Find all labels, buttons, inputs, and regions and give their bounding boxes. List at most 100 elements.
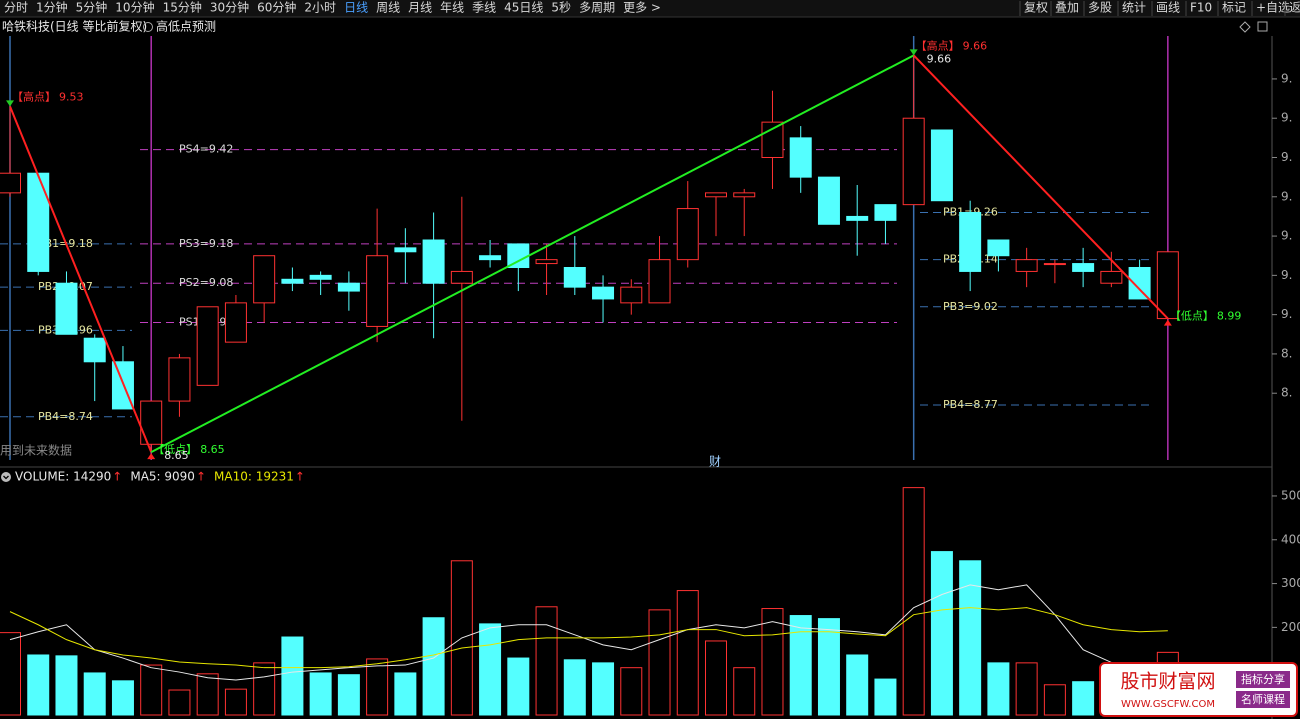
toolbar-item[interactable]: 标记 <box>1222 1 1246 15</box>
volume-bar <box>930 551 953 716</box>
y-tick-label: 300 <box>1281 576 1300 590</box>
candle-body <box>1100 270 1123 284</box>
marker-arrow <box>6 100 14 107</box>
y-tick-label: 9. <box>1281 71 1292 85</box>
level-label: PS2=9.08 <box>179 276 233 289</box>
volume-bar <box>987 662 1010 716</box>
candle-body <box>620 286 643 304</box>
collapse-chevron <box>3 475 9 480</box>
toolbar-item[interactable]: 1分钟 <box>36 0 68 15</box>
volume-bar <box>535 606 558 716</box>
marker-label: 【低点】 <box>153 443 197 456</box>
volume-bar <box>846 654 869 716</box>
finance-note: 财 <box>709 455 721 469</box>
candle-body <box>733 192 756 198</box>
volume-bar <box>27 654 50 716</box>
volume-bar <box>55 655 78 716</box>
toolbar-item[interactable]: 5分钟 <box>76 0 108 15</box>
legend-entry: MA5: 9090 <box>130 470 195 484</box>
candle-body <box>1156 251 1179 320</box>
toolbar-item[interactable]: 2小时 <box>304 1 336 15</box>
candle-body <box>55 282 78 335</box>
volume-bar <box>563 659 586 716</box>
toolbar-item[interactable]: 返 <box>1289 1 1300 15</box>
volume-bar <box>196 673 219 716</box>
volume-bar <box>366 658 389 716</box>
toolbar-item[interactable]: 45日线 <box>504 1 543 15</box>
marker-value: 8.99 <box>1217 310 1242 323</box>
marker-value: 9.66 <box>963 39 988 52</box>
volume-bar <box>1043 684 1066 716</box>
toolbar-item[interactable]: F10 <box>1190 1 1212 15</box>
stock-title: 哈铁科技(日线 等比前复权) <box>2 19 147 34</box>
toolbar-item[interactable]: 5秒 <box>551 1 571 15</box>
volume-bar <box>761 608 784 716</box>
toolbar-item[interactable]: 多周期 <box>579 1 615 15</box>
candle-body <box>592 286 615 300</box>
volume-bar <box>394 672 417 716</box>
volume-bar <box>592 662 615 716</box>
toolbar-item[interactable]: 复权 <box>1024 1 1048 15</box>
volume-bar <box>959 560 982 716</box>
volume-bar <box>140 664 163 716</box>
zigzag-line <box>912 54 1169 320</box>
toolbar-item[interactable]: 15分钟 <box>163 0 202 15</box>
ma-line <box>9 607 1168 669</box>
toolbar-item[interactable]: 画线 <box>1156 1 1180 15</box>
level-label: PS4=9.42 <box>179 143 233 156</box>
candle-body <box>394 247 417 253</box>
level-label: PB4=8.74 <box>38 410 93 423</box>
ma-line <box>9 584 1168 681</box>
legend-arrow: ↑ <box>112 470 122 484</box>
candle-body <box>563 267 586 288</box>
marker-label: 【低点】 <box>1170 310 1214 323</box>
marker-label: 【高点】 <box>916 38 960 52</box>
candle-body <box>253 255 276 304</box>
toolbar-item[interactable]: 叠加 <box>1055 1 1079 15</box>
indicator-icon[interactable] <box>143 22 153 32</box>
toolbar-item[interactable]: 10分钟 <box>115 0 154 15</box>
candle-body <box>874 204 897 221</box>
level-label: PS3=9.18 <box>179 237 233 250</box>
volume-bar <box>620 667 643 716</box>
extreme-label: 8.65 <box>164 449 189 462</box>
zigzag-line <box>9 106 153 453</box>
diamond-icon[interactable] <box>1239 21 1251 33</box>
toolbar-item[interactable]: 周线 <box>376 1 400 15</box>
y-tick-label: 500 <box>1281 488 1300 502</box>
toolbar-item[interactable]: 60分钟 <box>257 0 296 15</box>
watermark-url: WWW.GSCFW.COM <box>1121 699 1215 710</box>
candle-body <box>281 278 304 284</box>
toolbar-item[interactable]: 30分钟 <box>210 0 249 15</box>
volume-bar <box>648 609 671 716</box>
toolbar-item[interactable]: 统计 <box>1122 1 1146 15</box>
legend-arrow: ↑ <box>295 470 305 484</box>
volume-bar <box>111 680 134 716</box>
toolbar-item[interactable]: 多股 <box>1088 1 1112 15</box>
candle-body <box>1128 267 1151 300</box>
legend-arrow: ↑ <box>196 470 206 484</box>
toolbar-item[interactable]: 季线 <box>472 1 496 15</box>
toolbar-item[interactable]: 日线 <box>344 1 368 15</box>
volume-bar <box>874 678 897 716</box>
candle-body <box>846 215 869 221</box>
volume-bar <box>479 623 502 716</box>
legend-entry: VOLUME: 14290 <box>15 470 111 484</box>
marker-label: 【高点】 <box>12 89 56 103</box>
volume-bar <box>253 662 276 716</box>
toolbar-item[interactable]: 分时 <box>4 1 28 15</box>
candle-body <box>705 192 727 198</box>
toolbar-item[interactable]: 月线 <box>408 1 432 15</box>
candle-body <box>422 239 445 284</box>
toolbar-item[interactable]: 更多 > <box>623 1 661 15</box>
toolbar-item[interactable]: +自选 <box>1256 1 1290 15</box>
collapse-icon[interactable] <box>1 472 11 482</box>
future-note: 用到未来数据 <box>0 443 72 458</box>
candle-body <box>1072 263 1095 272</box>
y-tick-label: 9. <box>1281 111 1292 125</box>
watermark-tag: 指标分享 <box>1241 672 1285 686</box>
toolbar-item[interactable]: 年线 <box>440 1 464 15</box>
box-icon[interactable] <box>1257 21 1268 32</box>
candle-body <box>676 208 699 261</box>
